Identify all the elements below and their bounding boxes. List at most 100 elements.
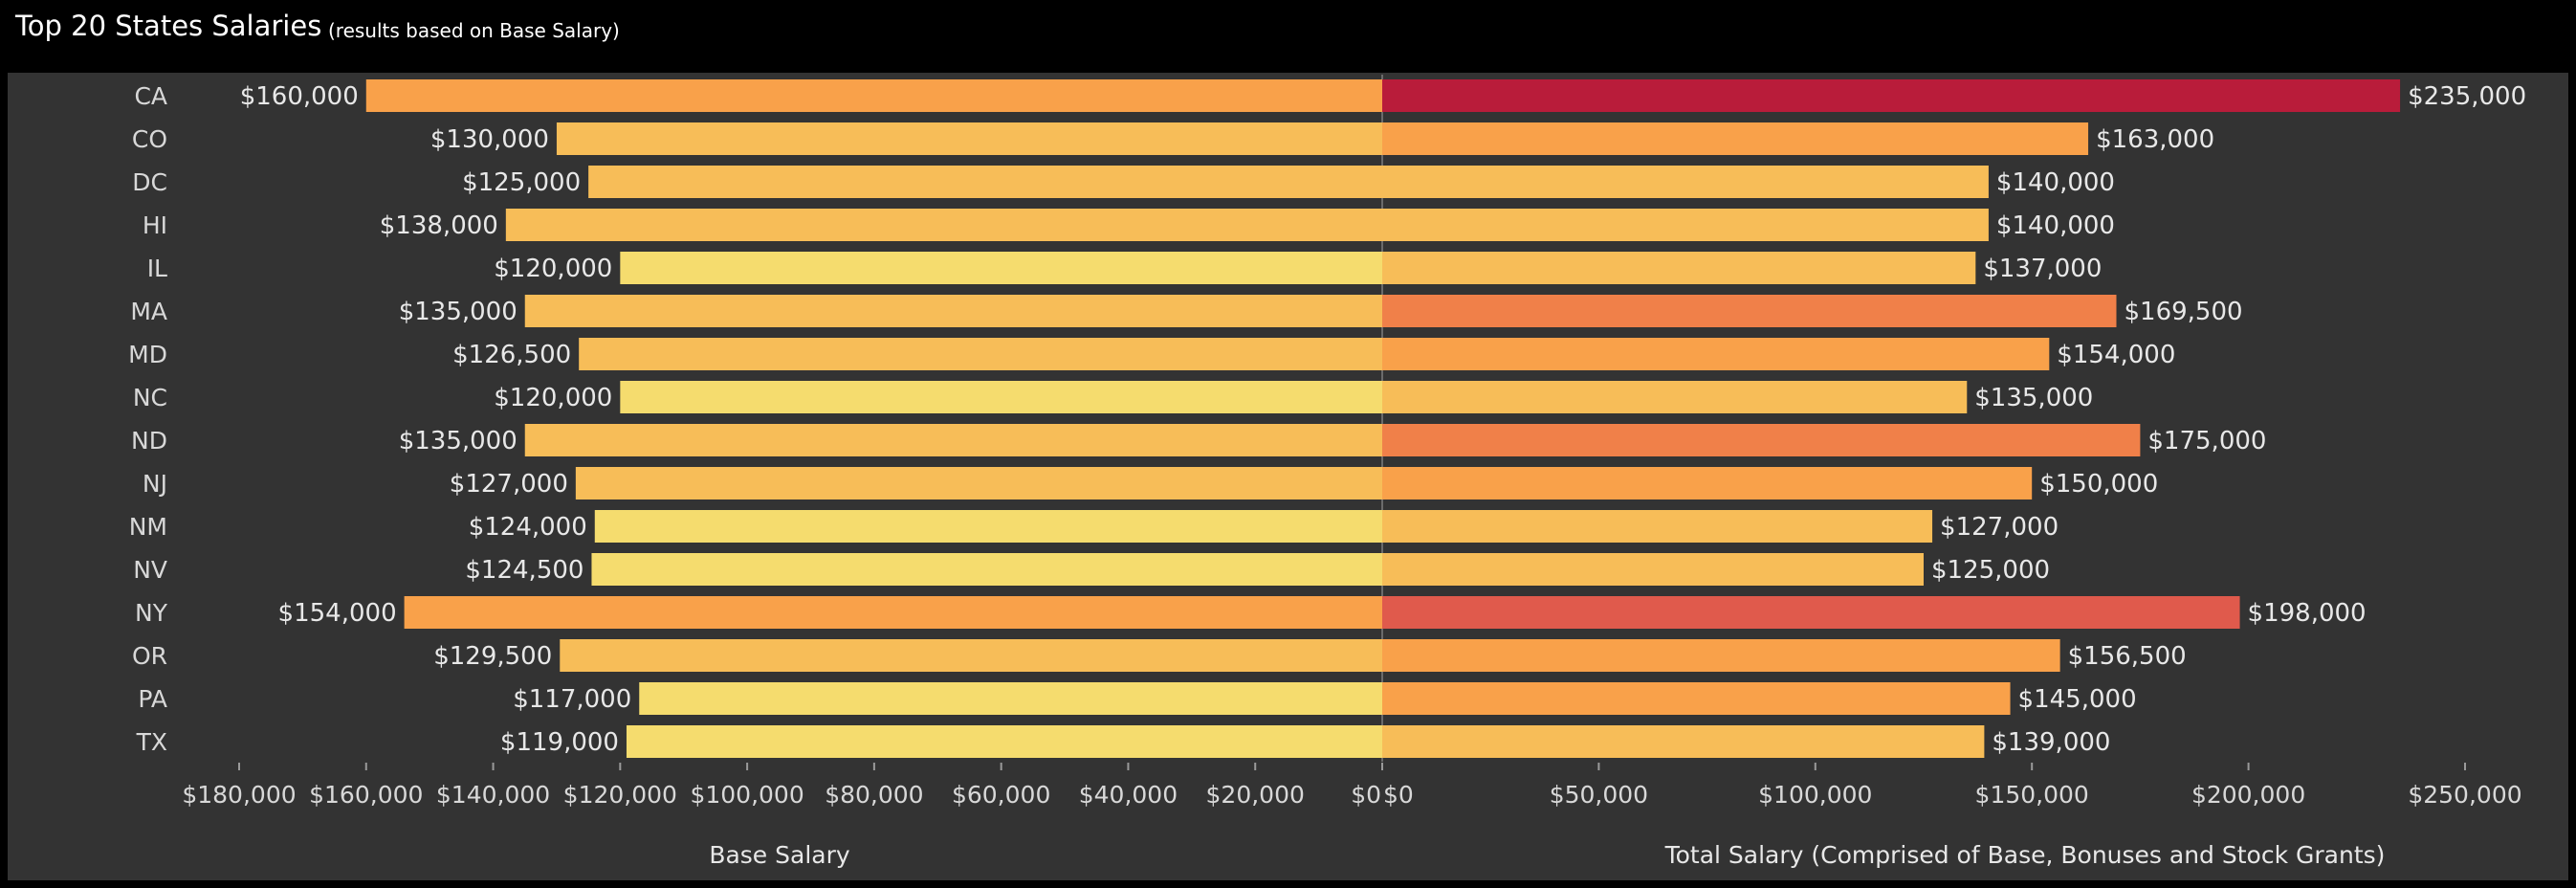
right-axis-tick-label: $150,000 (1975, 781, 2089, 809)
base-salary-bar (556, 122, 1382, 155)
left-axis-tick-label: $180,000 (182, 781, 296, 809)
total-salary-label: $154,000 (2057, 341, 2175, 369)
left-axis-tick-label: $60,000 (952, 781, 1050, 809)
base-salary-label: $135,000 (399, 427, 517, 455)
category-label: MD (128, 341, 167, 368)
total-salary-label: $140,000 (1996, 168, 2115, 197)
base-salary-bar (620, 252, 1382, 284)
base-salary-label: $120,000 (494, 384, 612, 412)
chart-subtitle: (results based on Base Salary) (328, 19, 620, 42)
left-axis-title: Base Salary (709, 841, 850, 869)
left-axis-tick-label: $0 (1351, 781, 1381, 809)
base-salary-bar (620, 381, 1382, 413)
base-salary-bar (575, 467, 1382, 500)
total-salary-bar (1382, 725, 1985, 758)
base-salary-label: $130,000 (430, 125, 549, 154)
base-salary-label: $127,000 (450, 470, 568, 499)
total-salary-bar (1382, 682, 2011, 715)
category-label: PA (138, 685, 167, 713)
category-label: CO (132, 125, 167, 153)
base-salary-bar (404, 596, 1383, 629)
category-label: NV (133, 556, 167, 584)
total-salary-bar (1382, 553, 1924, 586)
category-label: NJ (143, 470, 167, 498)
chart-title: Top 20 States Salaries (15, 10, 322, 42)
total-salary-bar (1382, 596, 2240, 629)
base-salary-label: $154,000 (278, 599, 397, 628)
left-axis-tick-label: $120,000 (563, 781, 677, 809)
left-axis-tick-label: $20,000 (1206, 781, 1305, 809)
base-salary-bar (505, 209, 1382, 241)
total-salary-label: $235,000 (2408, 82, 2526, 111)
category-label: OR (132, 642, 167, 670)
base-salary-label: $135,000 (399, 298, 517, 326)
category-label: MA (130, 298, 167, 325)
total-salary-bar (1382, 639, 2060, 672)
total-salary-bar (1382, 252, 1976, 284)
base-salary-label: $138,000 (380, 211, 498, 240)
base-salary-label: $124,000 (469, 513, 587, 542)
base-salary-bar (591, 553, 1382, 586)
base-salary-label: $125,000 (462, 168, 581, 197)
base-salary-bar (588, 166, 1382, 198)
base-salary-bar (579, 338, 1382, 370)
total-salary-label: $137,000 (1983, 255, 2102, 283)
right-axis-tick-label: $200,000 (2191, 781, 2305, 809)
base-salary-bar (639, 682, 1382, 715)
total-salary-bar (1382, 79, 2401, 112)
total-salary-bar (1382, 424, 2141, 456)
total-salary-label: $163,000 (2096, 125, 2214, 154)
left-axis-tick-label: $100,000 (690, 781, 804, 809)
right-axis-tick-label: $0 (1383, 781, 1414, 809)
left-axis-tick-label: $80,000 (825, 781, 923, 809)
total-salary-label: $169,500 (2124, 298, 2242, 326)
base-salary-bar (626, 725, 1382, 758)
total-salary-label: $140,000 (1996, 211, 2115, 240)
base-salary-bar (560, 639, 1382, 672)
category-label: ND (131, 427, 167, 455)
chart-header: Top 20 States Salaries (results based on… (0, 0, 2576, 69)
total-salary-bar (1382, 122, 2089, 155)
total-salary-bar (1382, 166, 1989, 198)
left-axis-tick-label: $40,000 (1079, 781, 1178, 809)
category-label: DC (132, 168, 167, 196)
base-salary-bar (594, 510, 1382, 543)
total-salary-label: $135,000 (1974, 384, 2093, 412)
base-salary-bar (365, 79, 1382, 112)
total-salary-bar (1382, 381, 1968, 413)
category-label: HI (143, 211, 167, 239)
total-salary-label: $127,000 (1940, 513, 2059, 542)
base-salary-label: $160,000 (240, 82, 359, 111)
base-salary-label: $129,500 (433, 642, 552, 671)
base-salary-label: $126,500 (452, 341, 571, 369)
total-salary-label: $150,000 (2039, 470, 2158, 499)
category-label: NY (135, 599, 168, 627)
right-axis-title: Total Salary (Comprised of Base, Bonuses… (1664, 841, 2386, 869)
category-label: NM (129, 513, 167, 541)
base-salary-label: $124,500 (465, 556, 583, 585)
base-salary-bar (524, 295, 1382, 327)
total-salary-label: $175,000 (2147, 427, 2266, 455)
base-salary-label: $120,000 (494, 255, 612, 283)
total-salary-label: $125,000 (1931, 556, 2050, 585)
right-axis-tick-label: $250,000 (2408, 781, 2521, 809)
category-label: NC (133, 384, 167, 411)
total-salary-bar (1382, 295, 2117, 327)
base-salary-label: $119,000 (500, 728, 619, 757)
total-salary-bar (1382, 338, 2050, 370)
category-label: TX (136, 728, 167, 756)
total-salary-bar (1382, 467, 2033, 500)
total-salary-label: $145,000 (2018, 685, 2137, 714)
left-axis-tick-label: $160,000 (309, 781, 423, 809)
base-salary-label: $117,000 (513, 685, 631, 714)
right-axis-tick-label: $50,000 (1550, 781, 1648, 809)
right-axis-tick-label: $100,000 (1758, 781, 1872, 809)
total-salary-label: $156,500 (2068, 642, 2187, 671)
left-axis-tick-label: $140,000 (436, 781, 550, 809)
total-salary-bar (1382, 209, 1989, 241)
category-label: IL (147, 255, 167, 282)
total-salary-label: $139,000 (1992, 728, 2110, 757)
total-salary-bar (1382, 510, 1933, 543)
total-salary-label: $198,000 (2248, 599, 2367, 628)
